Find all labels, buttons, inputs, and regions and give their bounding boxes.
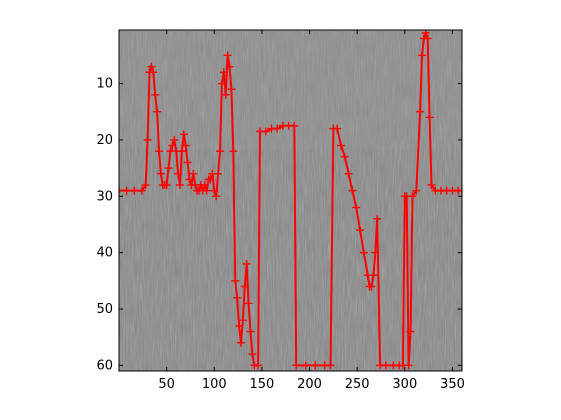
series-marker [219, 68, 228, 77]
series-marker [340, 152, 349, 161]
y-axis: 10 20 30 40 50 60 [96, 77, 462, 373]
y-tick-label: 50 [96, 302, 113, 317]
series-marker [416, 107, 425, 116]
series-marker [147, 62, 156, 71]
x-tick-label: 250 [345, 377, 370, 392]
y-tick-label: 40 [96, 246, 113, 261]
series-marker [122, 186, 131, 195]
series-marker [238, 316, 247, 325]
y-tick-label: 20 [96, 133, 113, 148]
series-marker [417, 51, 426, 60]
series-marker [359, 248, 368, 257]
series-marker [381, 361, 390, 370]
series-marker [202, 186, 211, 195]
series-marker [235, 321, 244, 330]
series-marker [210, 186, 219, 195]
series-marker [371, 248, 380, 257]
series-marker [156, 169, 165, 178]
series-marker [356, 226, 365, 235]
series-marker [177, 147, 186, 156]
series-marker [423, 34, 432, 43]
series-marker [404, 361, 413, 370]
series-marker [292, 361, 301, 370]
series-marker [425, 113, 434, 122]
series-marker [141, 181, 150, 189]
series-marker [427, 181, 436, 189]
series-marker [137, 186, 146, 195]
series-marker [348, 186, 357, 195]
series-marker [290, 121, 299, 130]
y-tick-label: 10 [96, 77, 113, 92]
series-marker [168, 141, 177, 150]
series-marker [344, 169, 353, 178]
series-marker [151, 90, 160, 99]
series-marker [149, 68, 158, 77]
series-marker [236, 338, 245, 347]
series-marker [227, 85, 236, 94]
series-marker [273, 124, 282, 133]
series-marker [248, 350, 257, 359]
x-tick-label: 200 [297, 377, 322, 392]
series-marker [206, 175, 215, 184]
series-marker [336, 141, 345, 150]
series-marker [215, 147, 224, 156]
series-marker [214, 169, 223, 178]
series-marker [217, 79, 226, 88]
series-marker [367, 282, 376, 291]
series-marker [412, 186, 421, 195]
series-marker [261, 127, 270, 136]
series-marker [242, 259, 251, 268]
series-marker [200, 181, 209, 189]
series-marker [369, 271, 378, 280]
series-marker [333, 124, 342, 133]
series-marker [185, 175, 194, 184]
series-marker [408, 192, 417, 201]
series-marker [406, 327, 415, 336]
series-marker [162, 181, 171, 189]
series-marker [373, 214, 382, 223]
series-marker [458, 186, 462, 195]
series-marker [229, 147, 238, 156]
series-marker [170, 135, 179, 144]
series-marker [240, 282, 249, 291]
series-marker [231, 276, 240, 285]
series-marker [244, 299, 253, 308]
series-marker [326, 361, 335, 370]
series-marker [183, 158, 192, 167]
axes-box [118, 29, 463, 372]
series-marker [223, 51, 232, 60]
series-marker [212, 192, 221, 201]
x-tick-label: 150 [250, 377, 275, 392]
series-marker [352, 203, 361, 212]
series-marker [153, 107, 162, 116]
series-marker [174, 169, 183, 178]
series-marker [254, 361, 263, 370]
series-marker [189, 169, 198, 178]
y-tick-label: 60 [96, 358, 113, 373]
series-marker [221, 90, 230, 99]
series-marker [311, 361, 320, 370]
series-marker [119, 186, 123, 195]
x-tick-label: 300 [392, 377, 417, 392]
x-axis: 50 100 150 200 250 300 350 [158, 30, 465, 392]
series-marker [233, 293, 242, 302]
series-marker [301, 361, 310, 370]
series-marker [155, 147, 164, 156]
series-marker [130, 186, 139, 195]
series-marker [179, 130, 188, 139]
series-marker [246, 327, 255, 336]
x-tick-label: 350 [440, 377, 465, 392]
x-tick-label: 100 [202, 377, 227, 392]
series-marker [143, 135, 152, 144]
series-marker [164, 164, 173, 173]
data-layer [119, 30, 462, 370]
series-marker [181, 141, 190, 150]
y-tick-label: 30 [96, 189, 113, 204]
series-marker [175, 181, 184, 189]
series-marker [225, 62, 234, 71]
x-tick-label: 50 [158, 377, 175, 392]
